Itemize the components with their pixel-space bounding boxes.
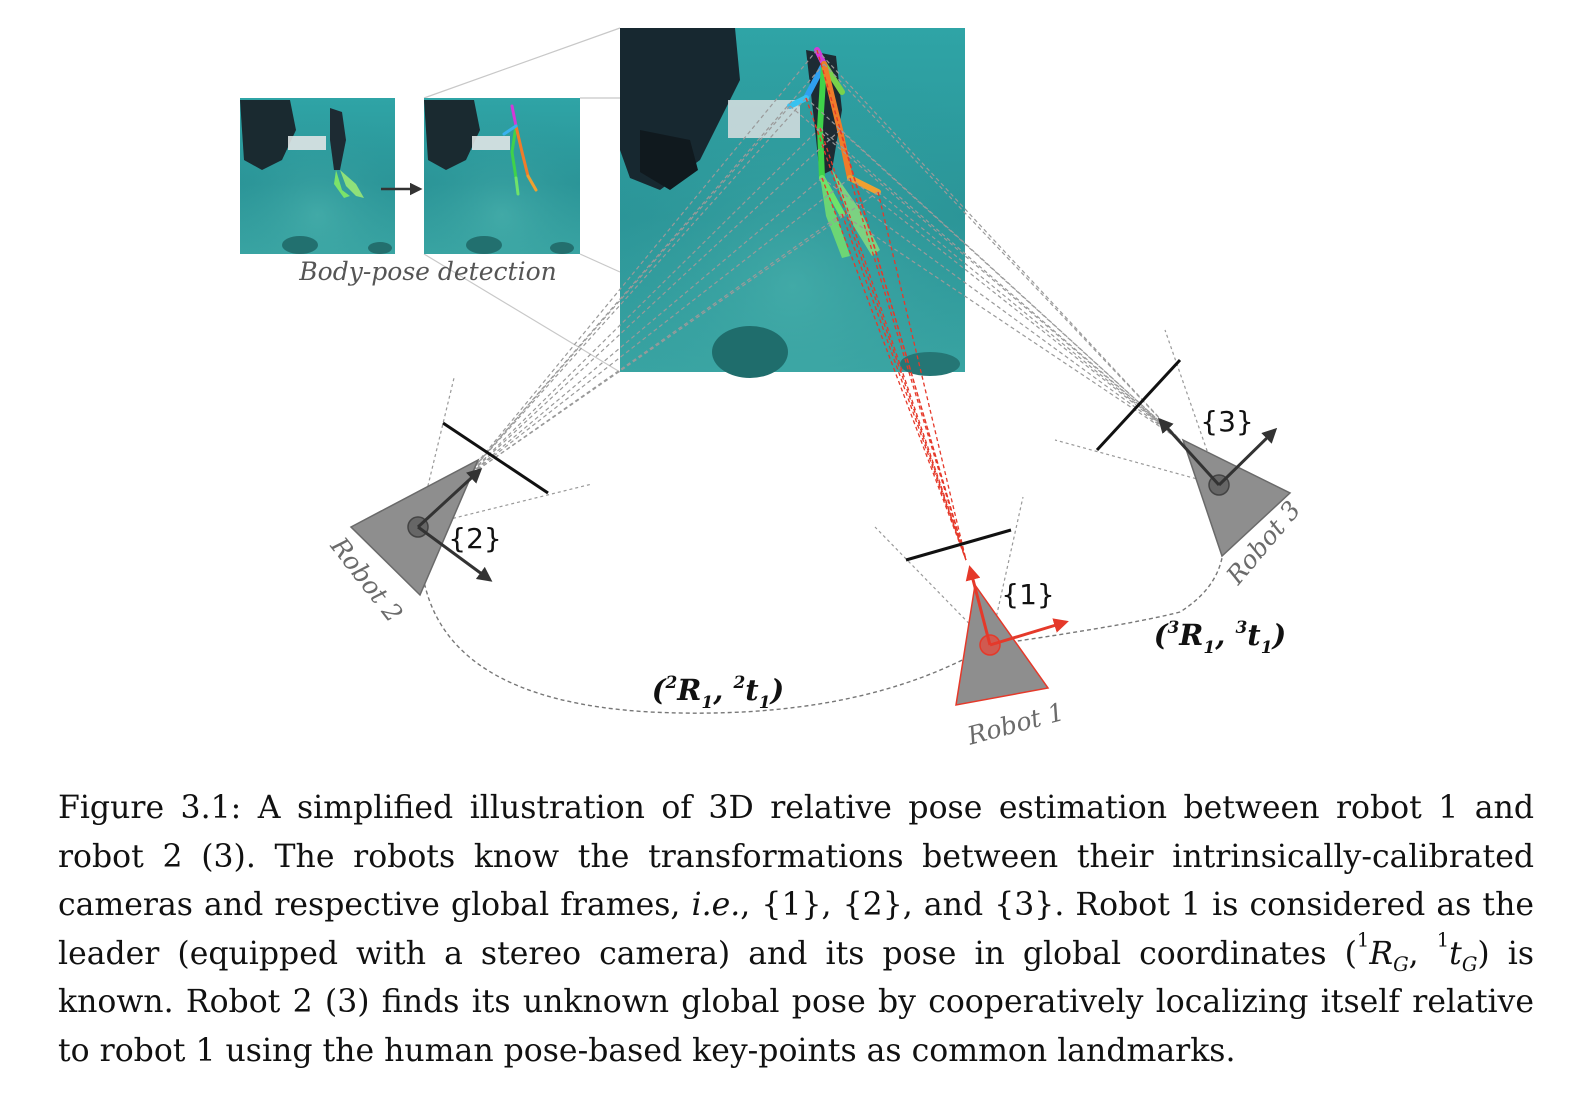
caption-part-4: ) is known. Robot 2 (3) finds its unknow… xyxy=(58,935,1535,1069)
photo-detected-frame xyxy=(424,98,580,254)
rays-robot-1 xyxy=(805,49,967,561)
caption-part-1: Figure 3.1: A simplified illustration of… xyxy=(58,790,1534,923)
caption-rg-sub: G xyxy=(1393,952,1409,976)
caption-part-3: , xyxy=(1408,935,1437,972)
caption-tg-base: t xyxy=(1449,935,1462,972)
robot-1: {1} Robot 1 xyxy=(874,496,1069,751)
caption-part-2: , {1}, {2}, and {3}. Robot 1 is consider… xyxy=(58,887,1535,972)
frame-label-3: {3} xyxy=(1200,405,1253,438)
photo-raw-frame xyxy=(240,98,395,254)
transform-arcs xyxy=(421,557,1223,714)
robot-label-1: Robot 1 xyxy=(963,697,1067,751)
figure-caption: Figure 3.1: A simplified illustration of… xyxy=(58,784,1534,1075)
rays-robot-3 xyxy=(789,49,1181,441)
caption-ie: i.e. xyxy=(691,887,741,923)
transform-label-3: (3R1, 3t1) xyxy=(1154,618,1287,658)
pose-estimation-figure: Body-pose detection xyxy=(240,27,1306,751)
frame-label-2: {2} xyxy=(448,522,501,555)
photo-caption: Body-pose detection xyxy=(298,257,556,286)
caption-rg-base: R xyxy=(1369,935,1394,972)
caption-tg-sup: 1 xyxy=(1436,927,1450,951)
rays-robot-2 xyxy=(462,49,879,481)
robot-3: {3} Robot 3 xyxy=(1054,329,1306,590)
zoom-connector-lines xyxy=(423,27,621,373)
transform-label-2: (2R1, 2t1) xyxy=(652,673,785,713)
caption-rg-sup: 1 xyxy=(1356,927,1370,951)
robot-2: {2} Robot 2 xyxy=(324,377,593,628)
caption-tg-sub: G xyxy=(1461,952,1478,976)
frame-label-1: {1} xyxy=(1001,578,1054,611)
